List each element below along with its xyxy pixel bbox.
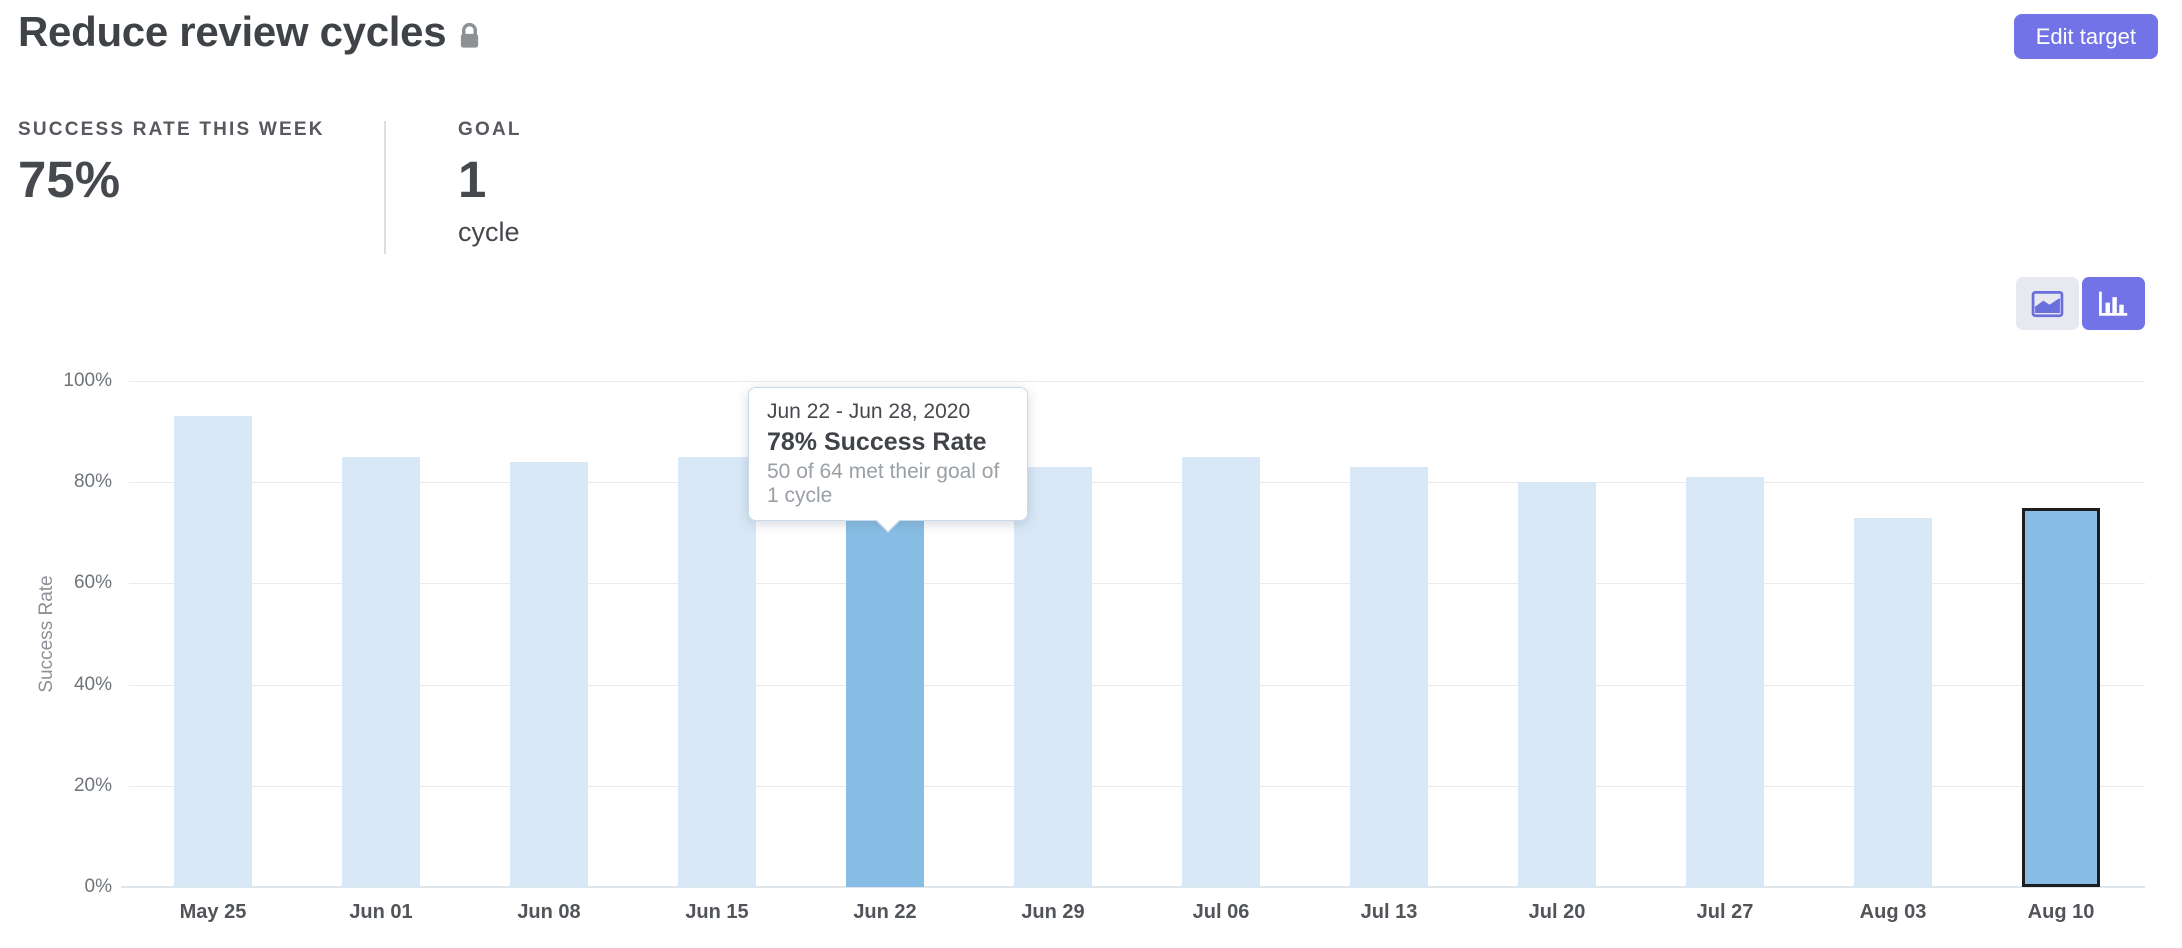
edit-target-button[interactable]: Edit target [2013,14,2158,59]
stat-success-rate-label: SUCCESS RATE THIS WEEK [18,119,325,140]
gridline [129,785,2145,787]
y-tick-label: 0% [84,876,112,897]
stat-success-rate: SUCCESS RATE THIS WEEK 75% [18,119,384,205]
gridline [129,482,2145,484]
y-axis-title: Success Rate [36,575,57,693]
x-tick-label: Jul 20 [1528,901,1586,923]
x-tick-label: Aug 10 [2027,901,2095,923]
bar-band [801,381,969,887]
x-tick-label: May 25 [179,901,247,923]
chart-bar-jul-06[interactable] [1181,456,1261,887]
chart-bar-aug-10[interactable] [2021,507,2101,887]
page-title: Reduce review cycles [18,8,447,55]
stat-goal-value: 1 [458,151,487,208]
chart-bar-jun-08[interactable] [509,461,589,887]
stats-divider [384,121,386,254]
bar-band [1473,381,1641,887]
bar-tooltip: Jun 22 - Jun 28, 2020 78% Success Rate 5… [748,387,1028,533]
x-tick-label: Jun 15 [685,901,749,923]
x-axis-line [121,886,2145,888]
y-tick-label: 60% [73,572,112,594]
stat-success-rate-value: 75% [18,151,121,208]
chart-bar-jul-13[interactable] [1349,467,1429,887]
bar-chart-toggle-button[interactable] [2082,277,2145,330]
bars-row [129,381,2145,887]
y-tick-label: 20% [73,774,112,796]
chart-bar-may-25[interactable] [173,416,253,887]
chart-bar-jul-27[interactable] [1685,477,1765,887]
lock-icon [458,22,481,50]
tooltip-headline: 78% Success Rate [767,428,987,456]
chart-bar-jun-15[interactable] [677,456,757,887]
chart-bar-jun-22[interactable] [845,492,925,887]
x-tick-label: Jul 06 [1192,901,1250,923]
bar-band [297,381,465,887]
x-tick-label: Jun 08 [517,901,581,923]
x-tick-label: Aug 03 [1859,901,1927,923]
chart-bar-jun-01[interactable] [341,456,421,887]
stat-goal-label: GOAL [458,119,522,140]
area-chart-icon [2031,290,2064,318]
chart-bar-jun-29[interactable] [1013,467,1093,887]
bar-band [465,381,633,887]
stats-row: SUCCESS RATE THIS WEEK 75% GOAL 1 cycle [18,119,522,254]
y-tick-label: 80% [73,471,112,493]
area-chart-toggle-button[interactable] [2016,277,2079,330]
bar-band [633,381,801,887]
gridline [129,684,2145,686]
gridline [129,583,2145,585]
chart-view-toggle-group [2016,277,2145,330]
x-tick-label: Jul 13 [1360,901,1418,923]
bar-band [1809,381,1977,887]
x-labels: May 25 Jun 01 Jun 08 Jun 15 Jun 22 Jun 29 Jul … [129,901,2145,924]
x-tick-label: Jun 01 [349,901,413,923]
bar-band [129,381,297,887]
bar-band [1977,381,2145,887]
y-tick-label: 40% [73,673,112,695]
tooltip-date-range: Jun 22 - Jun 28, 2020 [767,400,971,423]
bar-band [1137,381,1305,887]
chart-bar-jul-20[interactable] [1517,482,1597,887]
stat-goal-unit: cycle [458,217,520,247]
bar-band [1305,381,1473,887]
x-tick-label: Jun 22 [853,901,917,923]
stat-goal: GOAL 1 cycle [458,119,522,248]
page-header: Reduce review cycles [18,8,481,56]
chart-bar-aug-03[interactable] [1853,517,1933,887]
bar-band [969,381,1137,887]
bar-chart-icon [2097,290,2130,318]
gridline [129,381,2145,382]
tooltip-detail: 50 of 64 met their goal of 1 cycle [767,460,1000,507]
y-tick-label: 100% [63,370,112,391]
bar-band [1641,381,1809,887]
x-tick-label: Jun 29 [1021,901,1085,923]
plot-area: 100% 80% 60% 40% 20% 0% Success Rate May 25 Ju… [36,370,2145,923]
x-tick-label: Jul 27 [1696,901,1754,923]
